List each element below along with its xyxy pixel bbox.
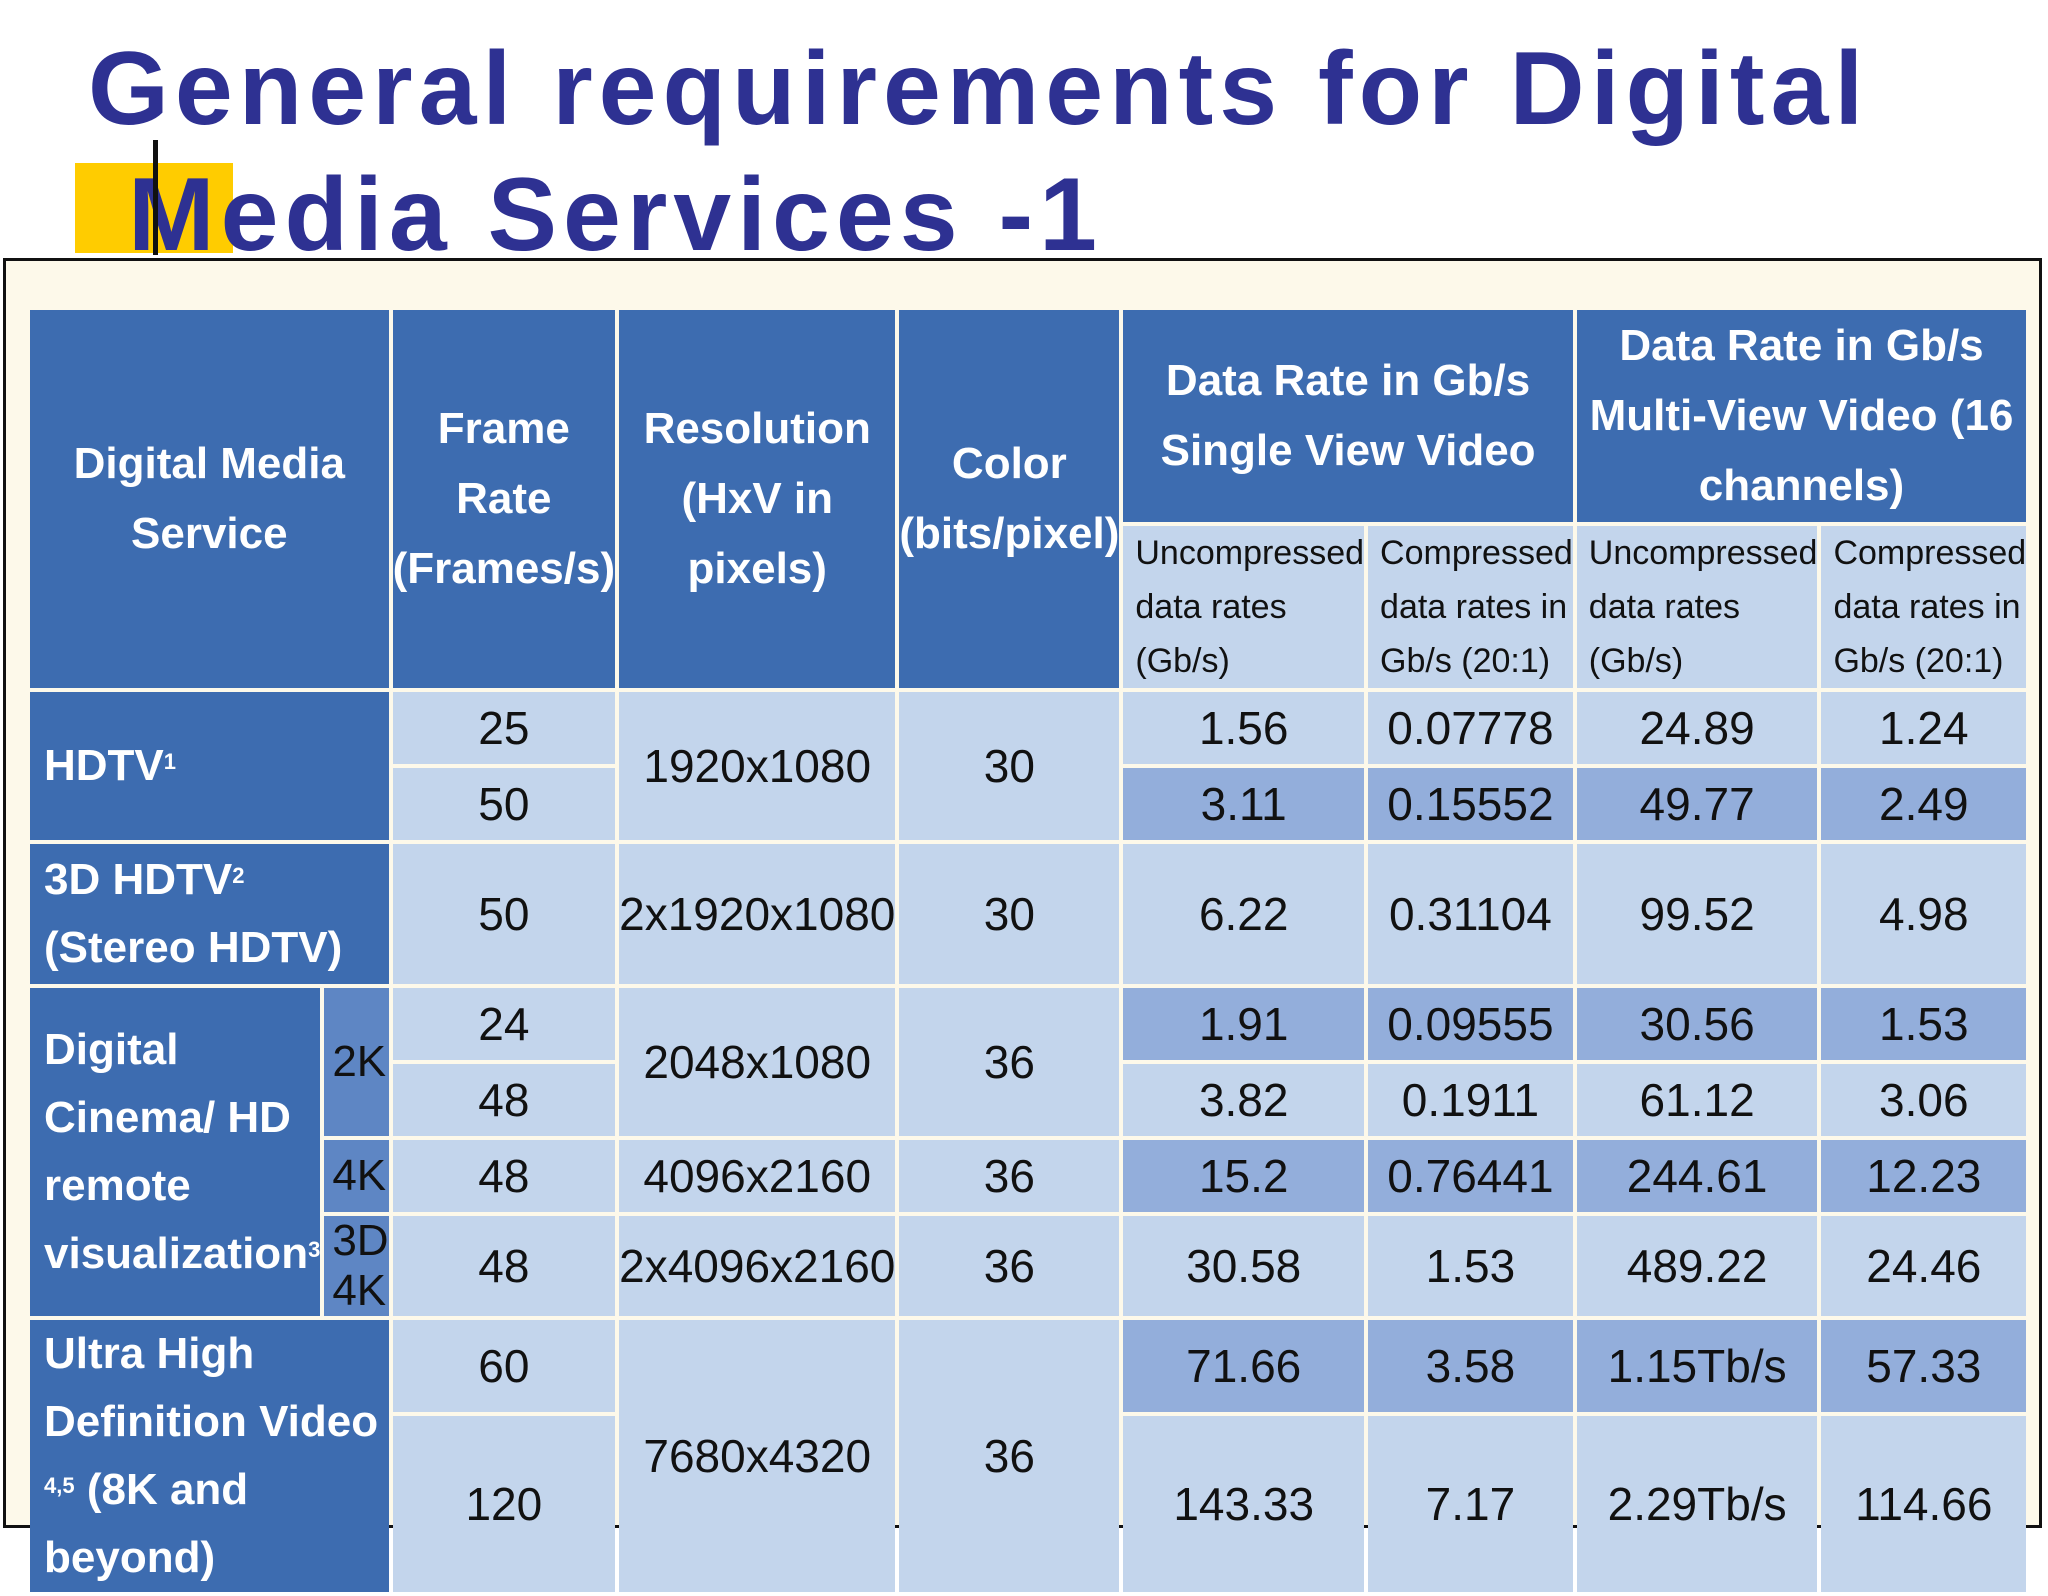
single-uncompressed-cell: 3.11 xyxy=(1123,768,1365,840)
single-uncompressed-cell: 3.82 xyxy=(1123,1064,1365,1136)
table-row: 3D 4K 48 2x4096x2160 36 30.58 1.53 489.2… xyxy=(30,1216,2027,1316)
single-compressed-cell: 0.07778 xyxy=(1368,692,1573,764)
subservice-2k: 2K xyxy=(324,988,389,1136)
multi-compressed-cell: 2.49 xyxy=(1821,768,2027,840)
service-hdtv-label: HDTV xyxy=(44,741,164,790)
single-compressed-cell: 0.31104 xyxy=(1368,844,1573,984)
single-uncompressed-cell: 71.66 xyxy=(1123,1320,1365,1412)
frame-rate-cell: 120 xyxy=(392,1415,616,1592)
footnote-ref: 2 xyxy=(232,863,245,888)
title-line-1: General requirements for Digital xyxy=(88,31,1870,147)
subheader-multi-uncompressed: Uncompressed data rates (Gb/s) xyxy=(1576,526,1818,688)
multi-uncompressed-cell: 49.77 xyxy=(1576,768,1818,840)
color-cell: 36 xyxy=(899,1140,1120,1212)
frame-rate-cell: 50 xyxy=(392,768,616,840)
single-uncompressed-cell: 1.91 xyxy=(1123,988,1365,1060)
multi-compressed-cell: 114.66 xyxy=(1821,1415,2027,1592)
footnote-ref: 1 xyxy=(163,749,177,774)
multi-compressed-cell: 24.46 xyxy=(1821,1216,2027,1316)
header-color: Color (bits/pixel) xyxy=(899,310,1119,688)
subheader-single-uncompressed: Uncompressed data rates (Gb/s) xyxy=(1123,526,1365,688)
resolution-cell: 4096x2160 xyxy=(619,1140,896,1212)
single-uncompressed-cell: 15.2 xyxy=(1123,1140,1365,1212)
color-cell: 36 xyxy=(899,1320,1120,1592)
single-uncompressed-cell: 6.22 xyxy=(1123,844,1365,984)
subservice-4k: 4K xyxy=(324,1140,389,1212)
resolution-cell: 2048x1080 xyxy=(619,988,896,1136)
table-row: Ultra High Definition Video 4,5 (8K and … xyxy=(30,1320,2027,1592)
service-uhd: Ultra High Definition Video 4,5 (8K and … xyxy=(30,1320,389,1592)
table-row: 3D HDTV2 (Stereo HDTV) 50 2x1920x1080 30… xyxy=(30,844,2027,984)
service-3d-hdtv-label: 3D HDTV xyxy=(44,855,233,904)
multi-uncompressed-cell: 99.52 xyxy=(1576,844,1818,984)
single-compressed-cell: 0.09555 xyxy=(1368,988,1573,1060)
footnote-ref: 4,5 xyxy=(44,1473,75,1498)
resolution-cell: 2x4096x2160 xyxy=(619,1216,896,1316)
table-row: 50 3.11 0.15552 49.77 2.49 xyxy=(30,768,2027,840)
frame-rate-cell: 48 xyxy=(392,1216,616,1316)
resolution-cell: 1920x1080 xyxy=(619,692,896,840)
header-single-view: Data Rate in Gb/s Single View Video xyxy=(1123,310,1573,522)
service-3d-hdtv: 3D HDTV2 (Stereo HDTV) xyxy=(30,844,389,984)
header-frame-rate: Frame Rate (Frames/s) xyxy=(392,310,615,688)
text-cursor xyxy=(153,140,158,255)
table-row: 48 3.82 0.1911 61.12 3.06 xyxy=(30,1064,2027,1136)
table-row: HDTV1 25 1920x1080 30 1.56 0.07778 24.89… xyxy=(30,692,2027,840)
single-compressed-cell: 1.53 xyxy=(1368,1216,1573,1316)
header-service: Digital Media Service xyxy=(30,310,389,688)
multi-compressed-cell: 12.23 xyxy=(1821,1140,2027,1212)
service-digital-cinema-label: Digital Cinema/ HD remote visualization xyxy=(44,1025,309,1278)
resolution-cell: 7680x4320 xyxy=(619,1320,896,1592)
multi-compressed-cell: 3.06 xyxy=(1821,1064,2027,1136)
multi-compressed-cell: 4.98 xyxy=(1821,844,2027,984)
table-row: 4K 48 4096x2160 36 15.2 0.76441 244.61 1… xyxy=(30,1140,2027,1212)
frame-rate-cell: 48 xyxy=(392,1064,616,1136)
service-3d-hdtv-label-suffix: (Stereo HDTV) xyxy=(44,923,343,972)
requirements-table: Digital Media Service Frame Rate (Frames… xyxy=(26,306,2030,1596)
subservice-3d-4k: 3D 4K xyxy=(324,1216,389,1316)
requirements-table-wrapper: Digital Media Service Frame Rate (Frames… xyxy=(26,306,2027,1596)
frame-rate-cell: 24 xyxy=(392,988,616,1060)
frame-rate-cell: 48 xyxy=(392,1140,616,1212)
multi-compressed-cell: 57.33 xyxy=(1821,1320,2027,1412)
color-cell: 36 xyxy=(899,1216,1120,1316)
footnote-ref: 3 xyxy=(308,1237,321,1262)
service-uhd-label: Ultra High Definition Video xyxy=(44,1329,379,1446)
single-compressed-cell: 0.1911 xyxy=(1368,1064,1573,1136)
multi-uncompressed-cell: 1.15Tb/s xyxy=(1576,1320,1818,1412)
resolution-cell: 2x1920x1080 xyxy=(619,844,896,984)
single-compressed-cell: 3.58 xyxy=(1368,1320,1573,1412)
color-cell: 30 xyxy=(899,844,1120,984)
single-uncompressed-cell: 30.58 xyxy=(1123,1216,1365,1316)
multi-compressed-cell: 1.53 xyxy=(1821,988,2027,1060)
multi-uncompressed-cell: 30.56 xyxy=(1576,988,1818,1060)
single-compressed-cell: 0.76441 xyxy=(1368,1140,1573,1212)
title-line-2: Media Services -1 xyxy=(128,157,1103,273)
single-compressed-cell: 7.17 xyxy=(1368,1415,1573,1592)
multi-uncompressed-cell: 61.12 xyxy=(1576,1064,1818,1136)
color-cell: 36 xyxy=(899,988,1120,1136)
single-uncompressed-cell: 143.33 xyxy=(1123,1415,1365,1592)
multi-uncompressed-cell: 244.61 xyxy=(1576,1140,1818,1212)
multi-uncompressed-cell: 24.89 xyxy=(1576,692,1818,764)
table-row: Digital Cinema/ HD remote visualization3… xyxy=(30,988,2027,1316)
frame-rate-cell: 60 xyxy=(392,1320,616,1412)
single-uncompressed-cell: 1.56 xyxy=(1123,692,1365,764)
multi-compressed-cell: 1.24 xyxy=(1821,692,2027,764)
service-digital-cinema: Digital Cinema/ HD remote visualization3 xyxy=(30,988,321,1316)
header-multi-view: Data Rate in Gb/s Multi-View Video (16 c… xyxy=(1576,310,2027,522)
multi-uncompressed-cell: 489.22 xyxy=(1576,1216,1818,1316)
header-resolution: Resolution (HxV in pixels) xyxy=(619,310,896,688)
frame-rate-cell: 25 xyxy=(392,692,616,764)
subheader-multi-compressed: Compressed data rates in Gb/s (20:1) xyxy=(1821,526,2027,688)
multi-uncompressed-cell: 2.29Tb/s xyxy=(1576,1415,1818,1592)
frame-rate-cell: 50 xyxy=(392,844,616,984)
service-hdtv: HDTV1 xyxy=(30,692,389,840)
color-cell: 30 xyxy=(899,692,1120,840)
subheader-single-compressed: Compressed data rates in Gb/s (20:1) xyxy=(1368,526,1573,688)
slide-title: General requirements for Digital Media S… xyxy=(88,26,1869,278)
single-compressed-cell: 0.15552 xyxy=(1368,768,1573,840)
